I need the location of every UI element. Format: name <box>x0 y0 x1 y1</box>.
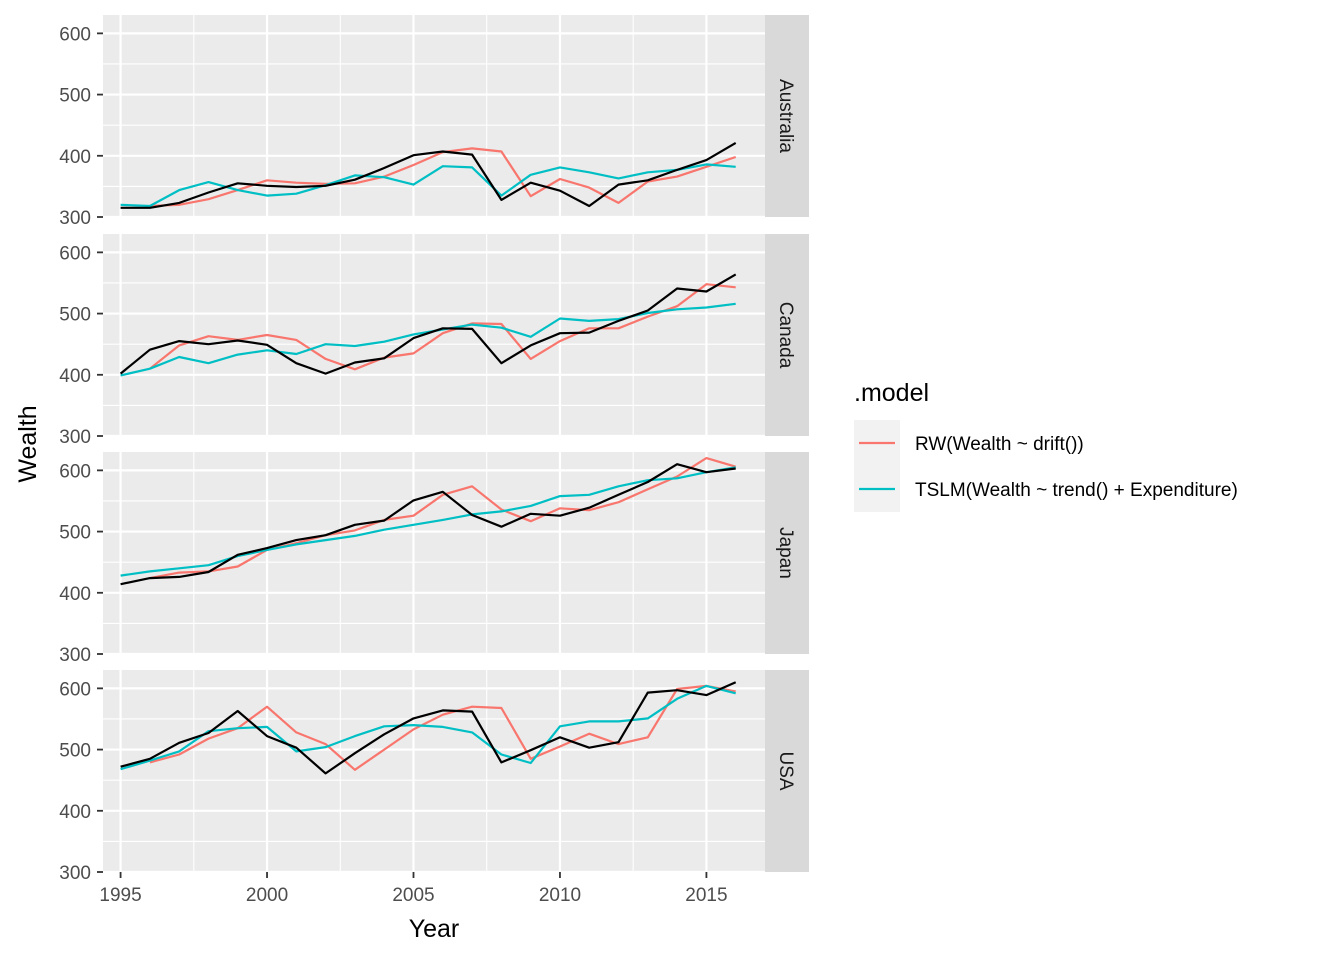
legend-label-tslm: TSLM(Wealth ~ trend() + Expenditure) <box>915 480 1238 501</box>
y-tick-label-600: 600 <box>59 461 91 482</box>
legend: .model RW(Wealth ~ drift()) TSLM(Wealth … <box>854 379 1238 512</box>
y-tick-label-600: 600 <box>59 24 91 45</box>
series-line-tslm-japan <box>120 466 736 577</box>
y-tick-label-400: 400 <box>59 366 91 387</box>
y-tick-label-500: 500 <box>59 86 91 107</box>
panel-background <box>103 670 765 872</box>
y-tick-label-300: 300 <box>59 863 91 884</box>
panels-layer: 300400500600Australia300400500600Canada3… <box>59 15 809 906</box>
x-tick-label-2010: 2010 <box>539 885 581 906</box>
series-line-rw-usa <box>149 684 736 771</box>
y-tick-label-400: 400 <box>59 802 91 823</box>
panel-australia: 300 400 500 600 Australia <box>59 15 809 229</box>
y-tick-label-600: 600 <box>59 243 91 264</box>
strip-label-australia: Australia <box>775 79 796 153</box>
actual-wealth-line-usa <box>120 681 737 775</box>
strip-label-japan: Japan <box>775 527 796 579</box>
y-tick-label-300: 300 <box>59 208 91 229</box>
series-line-tslm-usa <box>120 684 736 771</box>
y-tick-label-400: 400 <box>59 584 91 605</box>
panel-background <box>103 234 765 436</box>
x-tick-label-2005: 2005 <box>392 885 434 906</box>
y-tick-label-300: 300 <box>59 427 91 448</box>
x-axis-title: Year <box>409 915 460 943</box>
series-line-rw-japan <box>149 457 737 580</box>
legend-title: .model <box>854 379 929 407</box>
series-line-tslm-australia <box>120 163 736 208</box>
legend-label-rw: RW(Wealth ~ drift()) <box>915 434 1084 455</box>
panel-japan: 300 400 500 600 Japan <box>59 452 809 666</box>
strip-label-usa: USA <box>775 751 796 790</box>
strip-label-canada: Canada <box>775 302 796 369</box>
strip-japan <box>765 452 809 654</box>
y-tick-label-300: 300 <box>59 645 91 666</box>
actual-wealth-line-australia <box>120 141 737 209</box>
strip-usa <box>765 670 809 872</box>
x-tick-label-1995: 1995 <box>99 885 141 906</box>
actual-wealth-line-canada <box>119 273 737 375</box>
x-tick-label-2015: 2015 <box>685 885 727 906</box>
series-line-rw-canada <box>149 283 736 371</box>
y-tick-label-400: 400 <box>59 147 91 168</box>
y-tick-label-500: 500 <box>59 741 91 762</box>
x-tick-label-2000: 2000 <box>246 885 288 906</box>
y-tick-label-500: 500 <box>59 523 91 544</box>
y-axis-title: Wealth <box>14 405 42 482</box>
panel-canada: 300 400 500 600 Canada <box>59 234 809 448</box>
strip-australia <box>765 15 809 217</box>
actual-wealth-line-japan <box>120 463 736 586</box>
y-tick-label-500: 500 <box>59 305 91 326</box>
panel-usa: 300 400 500 600 USA <box>59 670 809 884</box>
strip-canada <box>765 234 809 436</box>
y-tick-label-600: 600 <box>59 679 91 700</box>
